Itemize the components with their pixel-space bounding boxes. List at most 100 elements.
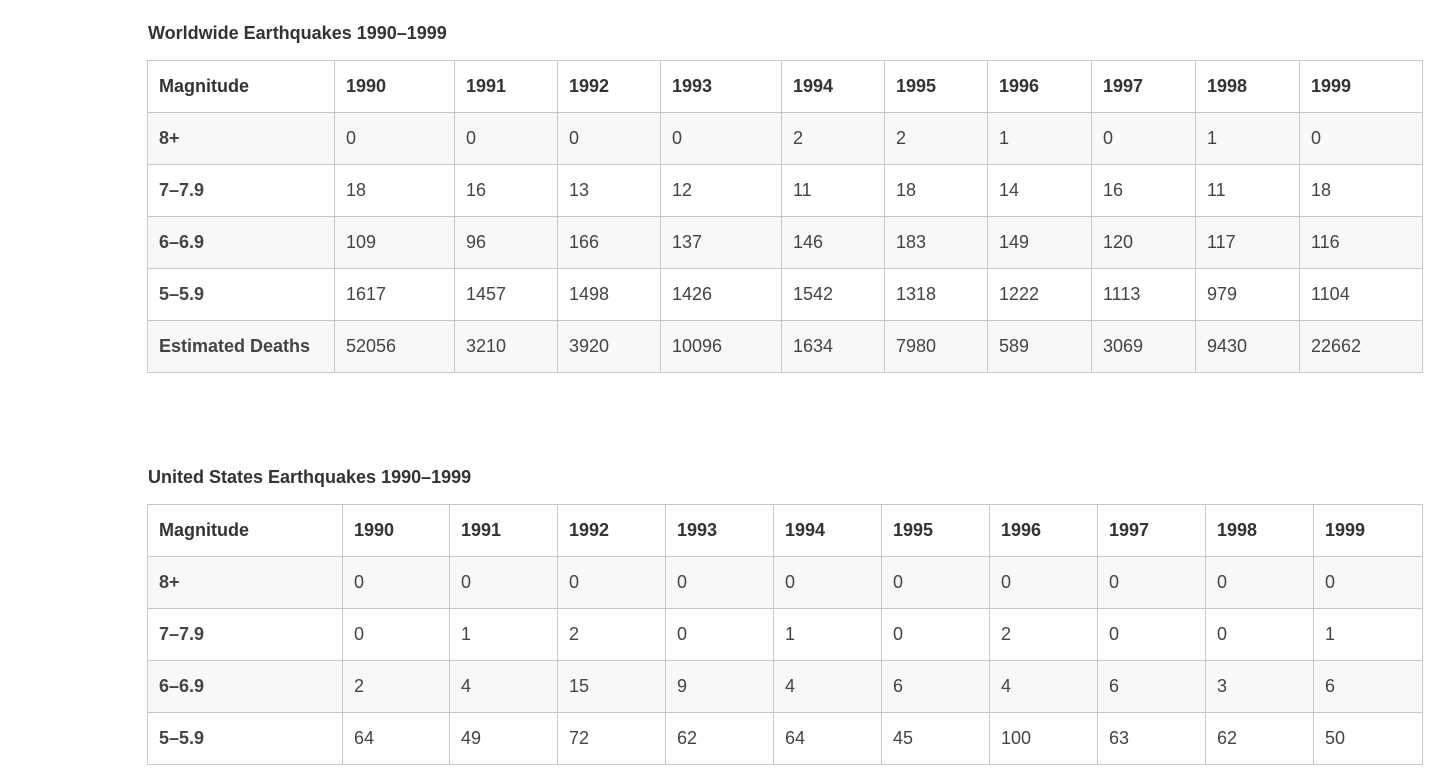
table-cell: 1222 [987,268,1092,321]
table-cell: 1 [1195,112,1300,165]
us-earthquakes-table: Magnitude 1990 1991 1992 1993 1994 1995 1996 199… [147,504,1423,765]
table-cell: 0 [1097,556,1206,609]
table-cell: 1634 [781,320,885,373]
table-cell: 0 [449,556,558,609]
column-header-year: 1998 [1195,60,1300,113]
table-cell: 2 [342,660,450,713]
table-cell: 3 [1205,660,1314,713]
column-header-year: 1993 [665,504,774,557]
table-cell: 1104 [1299,268,1423,321]
row-label: 8+ [147,112,335,165]
table-cell: 22662 [1299,320,1423,373]
column-header-year: 1991 [454,60,558,113]
table-cell: 0 [342,608,450,661]
table-cell: 117 [1195,216,1300,269]
table-row: Estimated Deaths 52056 3210 3920 10096 1634 79… [147,320,1423,373]
table-cell: 116 [1299,216,1423,269]
table-header-row: Magnitude 1990 1991 1992 1993 1994 1995 1996 199… [147,504,1423,557]
table-cell: 12 [660,164,782,217]
table-row: 7–7.9 0 1 2 0 1 0 2 0 0 1 [147,608,1423,661]
table-cell: 14 [987,164,1092,217]
table-cell: 11 [781,164,885,217]
row-label: 5–5.9 [147,712,343,765]
table-cell: 1542 [781,268,885,321]
table-cell: 18 [1299,164,1423,217]
table-cell: 3210 [454,320,558,373]
table-cell: 1457 [454,268,558,321]
table-cell: 0 [1091,112,1196,165]
us-earthquakes-section: United States Earthquakes 1990–1999 Magn… [147,466,1423,765]
table-cell: 50 [1313,712,1423,765]
table-cell: 18 [884,164,988,217]
row-label: 6–6.9 [147,660,343,713]
table-cell: 64 [773,712,882,765]
column-header-year: 1999 [1313,504,1423,557]
table-cell: 166 [557,216,661,269]
table-cell: 1318 [884,268,988,321]
table-cell: 1 [987,112,1092,165]
table-cell: 120 [1091,216,1196,269]
table-cell: 137 [660,216,782,269]
column-header-year: 1997 [1097,504,1206,557]
table-cell: 589 [987,320,1092,373]
column-header-year: 1992 [557,504,666,557]
table-cell: 1113 [1091,268,1196,321]
table-row: 5–5.9 1617 1457 1498 1426 1542 1318 1222 1113 979… [147,268,1423,321]
column-header-year: 1995 [884,60,988,113]
table-cell: 7980 [884,320,988,373]
column-header-year: 1992 [557,60,661,113]
table-cell: 63 [1097,712,1206,765]
table-cell: 1 [773,608,882,661]
column-header-year: 1996 [989,504,1098,557]
table-cell: 3069 [1091,320,1196,373]
column-header-year: 1993 [660,60,782,113]
column-header-year: 1996 [987,60,1092,113]
column-header-magnitude: Magnitude [147,60,335,113]
table-cell: 11 [1195,164,1300,217]
table-cell: 52056 [334,320,455,373]
table-row: 5–5.9 64 49 72 62 64 45 100 63 62 50 [147,712,1423,765]
table-cell: 2 [557,608,666,661]
table-cell: 0 [1205,556,1314,609]
table-cell: 1 [449,608,558,661]
table-cell: 9 [665,660,774,713]
table-cell: 62 [1205,712,1314,765]
table-cell: 45 [881,712,990,765]
table-cell: 979 [1195,268,1300,321]
table-row: 8+ 0 0 0 0 2 2 1 0 1 0 [147,112,1423,165]
table-cell: 0 [881,608,990,661]
table-row: 6–6.9 2 4 15 9 4 6 4 6 3 6 [147,660,1423,713]
table-cell: 183 [884,216,988,269]
worldwide-earthquakes-section: Worldwide Earthquakes 1990–1999 Magnitud… [147,22,1423,373]
table-cell: 3920 [557,320,661,373]
table-cell: 64 [342,712,450,765]
table-cell: 9430 [1195,320,1300,373]
table-cell: 109 [334,216,455,269]
us-table-title: United States Earthquakes 1990–1999 [148,467,472,487]
column-header-year: 1999 [1299,60,1423,113]
table-cell: 4 [773,660,882,713]
table-cell: 0 [1299,112,1423,165]
table-cell: 0 [989,556,1098,609]
row-label: Estimated Deaths [147,320,335,373]
table-cell: 15 [557,660,666,713]
table-cell: 49 [449,712,558,765]
table-cell: 18 [334,164,455,217]
table-row: 7–7.9 18 16 13 12 11 18 14 16 11 18 [147,164,1423,217]
table-cell: 0 [773,556,882,609]
table-cell: 1426 [660,268,782,321]
column-header-year: 1995 [881,504,990,557]
row-label: 5–5.9 [147,268,335,321]
table-cell: 0 [557,556,666,609]
column-header-year: 1994 [773,504,882,557]
table-cell: 96 [454,216,558,269]
table-cell: 0 [1313,556,1423,609]
table-cell: 0 [881,556,990,609]
table-cell: 0 [334,112,455,165]
table-cell: 6 [881,660,990,713]
table-cell: 149 [987,216,1092,269]
column-header-year: 1990 [342,504,450,557]
column-header-year: 1991 [449,504,558,557]
table-row: 8+ 0 0 0 0 0 0 0 0 0 0 [147,556,1423,609]
table-cell: 4 [449,660,558,713]
